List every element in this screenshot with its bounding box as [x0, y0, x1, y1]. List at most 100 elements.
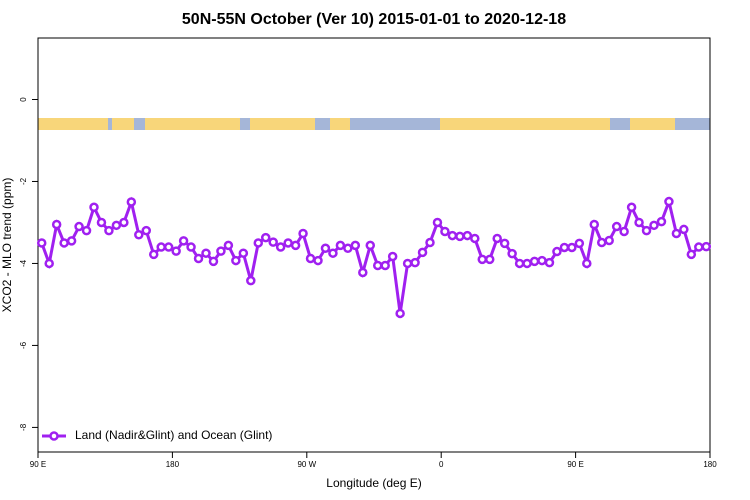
point — [447, 230, 458, 241]
point — [66, 236, 77, 246]
point — [574, 238, 585, 249]
series-line — [40, 196, 707, 314]
point — [223, 240, 234, 251]
point — [59, 238, 69, 248]
point — [529, 256, 540, 267]
point — [507, 248, 517, 259]
point — [216, 246, 226, 256]
point — [328, 248, 338, 258]
point — [335, 240, 346, 251]
point — [372, 260, 383, 271]
y-tick-label: -6 — [19, 341, 28, 349]
point — [470, 233, 480, 244]
point — [171, 246, 181, 256]
point — [694, 242, 704, 252]
point — [201, 248, 211, 258]
point — [208, 256, 219, 267]
point — [283, 238, 293, 248]
point — [238, 248, 249, 258]
point — [305, 253, 316, 264]
point — [104, 225, 114, 236]
y-tick-label: -2 — [19, 177, 28, 185]
point — [596, 237, 607, 248]
point — [119, 217, 129, 228]
point — [402, 258, 413, 269]
legend-marker — [49, 431, 59, 441]
point — [298, 228, 308, 239]
point — [36, 238, 47, 248]
point — [246, 275, 256, 286]
point — [231, 255, 241, 266]
point — [51, 219, 62, 230]
point — [268, 237, 278, 247]
point — [44, 258, 54, 269]
land-ocean-strip — [38, 118, 710, 130]
point — [81, 225, 92, 236]
point — [141, 225, 152, 236]
point — [671, 228, 682, 239]
point — [163, 242, 174, 252]
point — [410, 257, 420, 268]
point — [380, 260, 390, 271]
legend-label: Land (Nadir&Glint) and Ocean (Glint) — [75, 428, 272, 442]
point — [417, 247, 428, 258]
point — [582, 258, 592, 269]
point — [477, 254, 488, 265]
point — [253, 238, 264, 248]
x-tick-label: 180 — [166, 460, 180, 469]
x-tick-label: 90 E — [567, 460, 583, 469]
point — [290, 240, 301, 251]
point — [186, 242, 196, 252]
point — [484, 254, 495, 265]
point — [126, 197, 137, 207]
y-tick-label: -8 — [19, 423, 28, 431]
point — [275, 242, 286, 252]
point — [96, 217, 107, 228]
point — [626, 202, 637, 213]
x-tick-label: 90 E — [30, 460, 46, 469]
point — [679, 224, 689, 235]
point — [313, 255, 323, 266]
point — [664, 196, 674, 207]
point — [320, 243, 331, 254]
point — [148, 249, 159, 260]
point — [455, 231, 465, 242]
point — [522, 258, 532, 269]
point — [634, 217, 644, 228]
y-tick-label: 0 — [19, 97, 28, 102]
point — [358, 267, 368, 278]
point — [499, 238, 510, 249]
point — [89, 202, 99, 213]
point — [656, 216, 667, 227]
point — [552, 246, 562, 257]
point — [492, 233, 502, 244]
point — [544, 257, 555, 268]
point — [343, 243, 353, 254]
point — [641, 225, 652, 236]
y-tick-label: -4 — [19, 259, 28, 267]
point — [619, 226, 629, 237]
chart-title: 50N-55N October (Ver 10) 2015-01-01 to 2… — [182, 11, 566, 28]
point — [193, 253, 204, 264]
point — [440, 226, 450, 237]
point — [134, 230, 144, 240]
x-axis-label: Longitude (deg E) — [326, 476, 421, 490]
point — [432, 217, 443, 228]
point — [462, 230, 473, 241]
point — [559, 242, 570, 253]
x-tick-label: 0 — [439, 460, 444, 469]
point — [514, 258, 525, 269]
point — [350, 240, 361, 251]
point — [686, 249, 697, 260]
point — [111, 220, 122, 231]
point — [74, 221, 84, 232]
point — [156, 242, 166, 252]
point — [611, 221, 622, 232]
point — [567, 242, 577, 253]
x-tick-label: 180 — [703, 460, 717, 469]
point — [537, 255, 547, 266]
point — [178, 236, 189, 246]
point — [425, 237, 435, 248]
point — [387, 251, 398, 262]
